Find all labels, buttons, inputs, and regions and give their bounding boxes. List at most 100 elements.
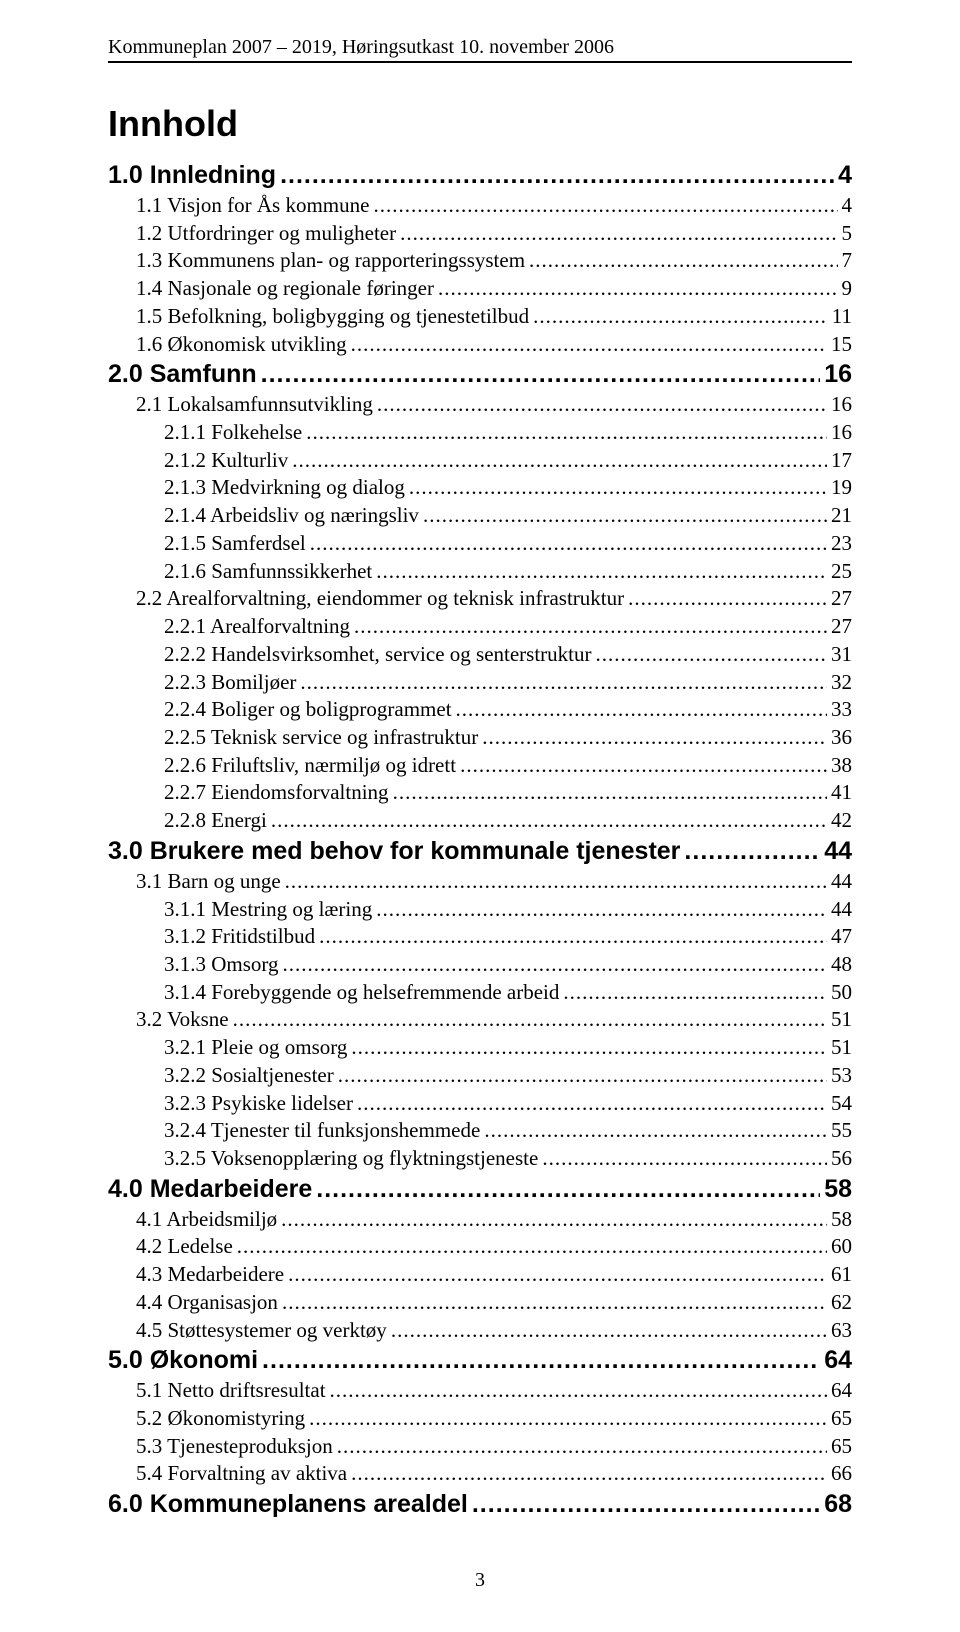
toc-entry-label: 3.0 Brukere med behov for kommunale tjen… xyxy=(108,835,684,868)
toc-entry-page: 61 xyxy=(827,1261,852,1289)
toc-entry-label: 3.1.1 Mestring og læring xyxy=(164,896,376,924)
toc-leader xyxy=(233,1006,827,1034)
toc-leader xyxy=(376,896,827,924)
toc-entry-page: 16 xyxy=(827,419,852,447)
toc-entry: 5.0 Økonomi 64 xyxy=(108,1344,852,1377)
toc-entry-label: 4.1 Arbeidsmiljø xyxy=(136,1206,281,1234)
toc-leader xyxy=(316,1173,820,1206)
toc-entry-page: 48 xyxy=(827,951,852,979)
toc-leader xyxy=(261,358,821,391)
toc-entry-page: 65 xyxy=(827,1433,852,1461)
toc-entry-label: 4.5 Støttesystemer og verktøy xyxy=(136,1317,391,1345)
toc-leader xyxy=(563,979,827,1007)
toc-entry: 2.2.8 Energi42 xyxy=(108,807,852,835)
toc-entry-page: 51 xyxy=(827,1034,852,1062)
toc-entry-label: 2.2.2 Handelsvirksomhet, service og sent… xyxy=(164,641,596,669)
toc-entry-page: 54 xyxy=(827,1090,852,1118)
toc-entry-label: 5.4 Forvaltning av aktiva xyxy=(136,1460,351,1488)
toc-entry-page: 64 xyxy=(820,1344,852,1377)
toc-leader xyxy=(281,1206,827,1234)
toc-entry-page: 23 xyxy=(827,530,852,558)
toc-entry-label: 3.2.3 Psykiske lidelser xyxy=(164,1090,357,1118)
toc-entry: 1.4 Nasjonale og regionale føringer9 xyxy=(108,275,852,303)
toc-entry: 1.5 Befolkning, boligbygging og tjeneste… xyxy=(108,303,852,331)
toc-entry-label: 2.1.1 Folkehelse xyxy=(164,419,306,447)
toc-entry-label: 3.1.3 Omsorg xyxy=(164,951,283,979)
toc-entry-label: 2.2.6 Friluftsliv, nærmiljø og idrett xyxy=(164,752,460,780)
toc-entry: 4.2 Ledelse60 xyxy=(108,1233,852,1261)
toc-leader xyxy=(271,807,827,835)
toc-leader xyxy=(338,1062,827,1090)
toc-entry-page: 66 xyxy=(827,1460,852,1488)
toc-entry-page: 44 xyxy=(827,896,852,924)
toc-entry-label: 2.1.6 Samfunnssikkerhet xyxy=(164,558,376,586)
toc-entry: 3.2 Voksne51 xyxy=(108,1006,852,1034)
toc-leader xyxy=(529,247,837,275)
toc-entry: 4.0 Medarbeidere58 xyxy=(108,1173,852,1206)
toc-entry-page: 53 xyxy=(827,1062,852,1090)
toc-entry-page: 38 xyxy=(827,752,852,780)
toc-entry: 5.4 Forvaltning av aktiva 66 xyxy=(108,1460,852,1488)
toc-entry-label: 2.2 Arealforvaltning, eiendommer og tekn… xyxy=(136,585,628,613)
toc-entry-page: 50 xyxy=(827,979,852,1007)
toc-entry-label: 2.0 Samfunn xyxy=(108,358,261,391)
toc-leader xyxy=(373,192,837,220)
toc-entry-label: 4.2 Ledelse xyxy=(136,1233,237,1261)
toc-entry-label: 2.2.8 Energi xyxy=(164,807,271,835)
toc-entry: 1.1 Visjon for Ås kommune 4 xyxy=(108,192,852,220)
toc-leader xyxy=(438,275,838,303)
toc-entry-label: 5.1 Netto driftsresultat xyxy=(136,1377,330,1405)
toc-entry-label: 2.1.5 Samferdsel xyxy=(164,530,310,558)
toc-leader xyxy=(280,159,834,192)
toc-entry-label: 1.3 Kommunens plan- og rapporteringssyst… xyxy=(136,247,529,275)
toc-entry: 3.1 Barn og unge44 xyxy=(108,868,852,896)
toc-entry-page: 47 xyxy=(827,923,852,951)
toc-entry-label: 5.2 Økonomistyring xyxy=(136,1405,309,1433)
toc-leader xyxy=(292,447,827,475)
toc-entry-label: 3.2.1 Pleie og omsorg xyxy=(164,1034,351,1062)
toc-leader xyxy=(330,1377,827,1405)
toc-leader xyxy=(357,1090,827,1118)
toc-container: 1.0 Innledning41.1 Visjon for Ås kommune… xyxy=(108,159,852,1521)
toc-leader xyxy=(288,1261,827,1289)
toc-entry: 4.5 Støttesystemer og verktøy 63 xyxy=(108,1317,852,1345)
toc-entry-label: 3.2 Voksne xyxy=(136,1006,233,1034)
toc-entry: 3.2.2 Sosialtjenester53 xyxy=(108,1062,852,1090)
toc-entry-page: 63 xyxy=(827,1317,852,1345)
toc-leader xyxy=(628,585,827,613)
toc-leader xyxy=(285,868,827,896)
toc-entry-label: 4.3 Medarbeidere xyxy=(136,1261,288,1289)
toc-entry: 1.3 Kommunens plan- og rapporteringssyst… xyxy=(108,247,852,275)
toc-entry: 2.1.6 Samfunnssikkerhet25 xyxy=(108,558,852,586)
toc-leader xyxy=(300,669,827,697)
toc-entry: 2.0 Samfunn16 xyxy=(108,358,852,391)
page-container: Kommuneplan 2007 – 2019, Høringsutkast 1… xyxy=(0,0,960,1632)
toc-entry-page: 58 xyxy=(827,1206,852,1234)
toc-entry: 2.2.1 Arealforvaltning27 xyxy=(108,613,852,641)
toc-entry: 2.1.1 Folkehelse 16 xyxy=(108,419,852,447)
page-number: 3 xyxy=(108,1569,852,1592)
toc-entry-page: 65 xyxy=(827,1405,852,1433)
toc-entry-label: 1.4 Nasjonale og regionale føringer xyxy=(136,275,438,303)
running-header: Kommuneplan 2007 – 2019, Høringsutkast 1… xyxy=(108,36,852,63)
toc-entry-page: 5 xyxy=(838,220,853,248)
toc-entry: 4.1 Arbeidsmiljø 58 xyxy=(108,1206,852,1234)
toc-entry-label: 4.4 Organisasjon xyxy=(136,1289,282,1317)
toc-leader xyxy=(533,303,828,331)
toc-entry-page: 56 xyxy=(827,1145,852,1173)
toc-leader xyxy=(460,752,827,780)
toc-leader xyxy=(283,951,827,979)
toc-entry-page: 44 xyxy=(827,868,852,896)
toc-entry-page: 27 xyxy=(827,585,852,613)
toc-entry: 2.2.3 Bomiljøer32 xyxy=(108,669,852,697)
toc-leader xyxy=(337,1433,827,1461)
toc-entry-label: 5.0 Økonomi xyxy=(108,1344,262,1377)
toc-entry-page: 27 xyxy=(827,613,852,641)
toc-entry-label: 1.1 Visjon for Ås kommune xyxy=(136,192,373,220)
toc-entry-page: 4 xyxy=(838,192,853,220)
toc-leader xyxy=(400,220,837,248)
toc-entry: 4.3 Medarbeidere 61 xyxy=(108,1261,852,1289)
toc-entry: 1.0 Innledning4 xyxy=(108,159,852,192)
toc-entry-label: 2.2.3 Bomiljøer xyxy=(164,669,300,697)
toc-entry-page: 41 xyxy=(827,779,852,807)
